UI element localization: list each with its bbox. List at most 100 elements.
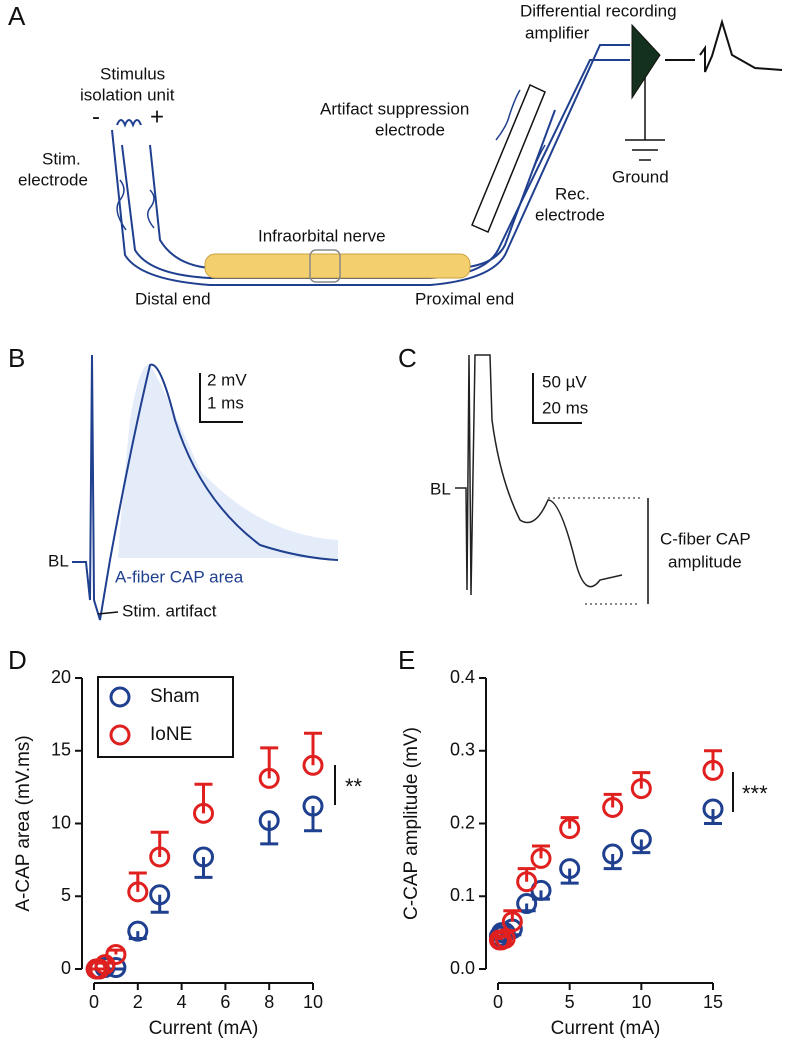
label: Stimulus: [100, 64, 165, 83]
marker: [149, 846, 171, 868]
error-bar: [260, 820, 279, 846]
legend-marker: [109, 724, 131, 746]
legend-label: IoNE: [150, 724, 192, 745]
x-tick-label: 8: [264, 992, 274, 1012]
label: A-fiber CAP area: [115, 567, 244, 586]
x-tick-label: 10: [303, 992, 323, 1012]
marker: [302, 795, 324, 817]
trace-b: [72, 354, 339, 621]
scale-bar: [199, 373, 243, 423]
marker: [149, 884, 171, 906]
marker: [702, 798, 724, 820]
significance-bar: [334, 765, 734, 812]
error-bar: [304, 806, 322, 833]
annotation: **: [345, 774, 363, 799]
error-bar: [603, 792, 622, 808]
error-bar: [517, 867, 536, 882]
diagram-a: [111, 44, 665, 286]
y-axis-title: C-CAP amplitude (mV): [401, 727, 422, 920]
marker: [193, 846, 214, 868]
marker: [501, 911, 523, 933]
nerve: [204, 253, 471, 279]
x-tick-label: 6: [220, 992, 230, 1012]
legend-marker: [109, 686, 131, 708]
marker: [630, 829, 652, 851]
label: +: [150, 103, 164, 130]
marker: [559, 818, 581, 840]
scale-label: 20 ms: [542, 398, 588, 417]
label: Differential recording: [520, 1, 677, 20]
y-tick-label: 20: [51, 667, 71, 687]
panel-label: A: [8, 1, 26, 31]
marker: [559, 858, 581, 880]
panel-label: C: [398, 343, 417, 373]
y-tick-label: 0.3: [450, 740, 475, 760]
guide: [548, 497, 640, 605]
trace-c: [455, 354, 623, 596]
label: electrode: [375, 120, 445, 139]
legend-box: [97, 676, 234, 758]
marker: [516, 893, 538, 915]
label: BL: [430, 479, 451, 498]
x-tick-label: 0: [493, 992, 503, 1012]
label: Artifact suppression: [320, 99, 469, 118]
error-bar: [304, 731, 322, 766]
y-tick-label: 0.2: [450, 812, 475, 832]
scale-label: 2 mV: [207, 370, 247, 389]
legend-label: Sham: [150, 686, 200, 707]
label: C-fiber CAP: [660, 529, 751, 548]
x-tick-label: 10: [631, 992, 651, 1012]
y-tick-label: 15: [51, 740, 71, 760]
marker: [127, 881, 149, 903]
marker: [530, 847, 552, 869]
x-axis-title: Current (mA): [551, 1018, 661, 1039]
panel-label: E: [398, 645, 415, 675]
nerve-band: [309, 249, 341, 283]
label: isolation unit: [80, 85, 175, 104]
error-bar: [603, 854, 622, 871]
label: electrode: [18, 170, 88, 189]
label: Rec.: [555, 184, 590, 203]
scale-label: 1 ms: [207, 393, 244, 412]
arrow: [97, 611, 119, 615]
x-tick-label: 0: [89, 992, 99, 1012]
y-tick-label: 0.4: [450, 667, 475, 687]
trace-icon: [699, 18, 783, 73]
y-axis-title: A-CAP area (mV.ms): [13, 735, 34, 911]
label: Stim. artifact: [122, 601, 217, 620]
label: Ground: [612, 167, 669, 186]
annotation: ***: [742, 781, 768, 806]
marker: [88, 958, 110, 980]
panel-label: D: [8, 645, 27, 675]
y-tick-label: 0.1: [450, 885, 475, 905]
y-tick-label: 10: [51, 812, 71, 832]
error-bar: [260, 746, 279, 779]
x-tick-label: 2: [133, 992, 143, 1012]
label: Proximal end: [415, 289, 514, 308]
marker: [105, 943, 127, 965]
marker: [602, 796, 624, 818]
error-bar: [106, 948, 125, 955]
y-tick-label: 0.0: [450, 958, 475, 978]
y-tick-label: 5: [61, 885, 71, 905]
x-tick-label: 4: [177, 992, 187, 1012]
artifact-electrode: [471, 83, 546, 233]
marker: [193, 802, 214, 824]
marker: [602, 843, 624, 865]
error-bar: [150, 830, 169, 857]
marker: [516, 871, 538, 893]
label: BL: [48, 551, 69, 570]
marker: [258, 810, 280, 832]
error-bar: [704, 808, 722, 825]
error-bar: [560, 868, 579, 885]
scale-bar: [532, 373, 582, 424]
marker: [258, 767, 280, 789]
x-tick-label: 15: [703, 992, 723, 1012]
marker: [494, 927, 516, 949]
panel-label: B: [8, 343, 25, 373]
label: Distal end: [135, 289, 211, 308]
label: amplifier: [525, 23, 590, 42]
x-tick-label: 5: [565, 992, 575, 1012]
x-axis-title: Current (mA): [149, 1018, 259, 1039]
